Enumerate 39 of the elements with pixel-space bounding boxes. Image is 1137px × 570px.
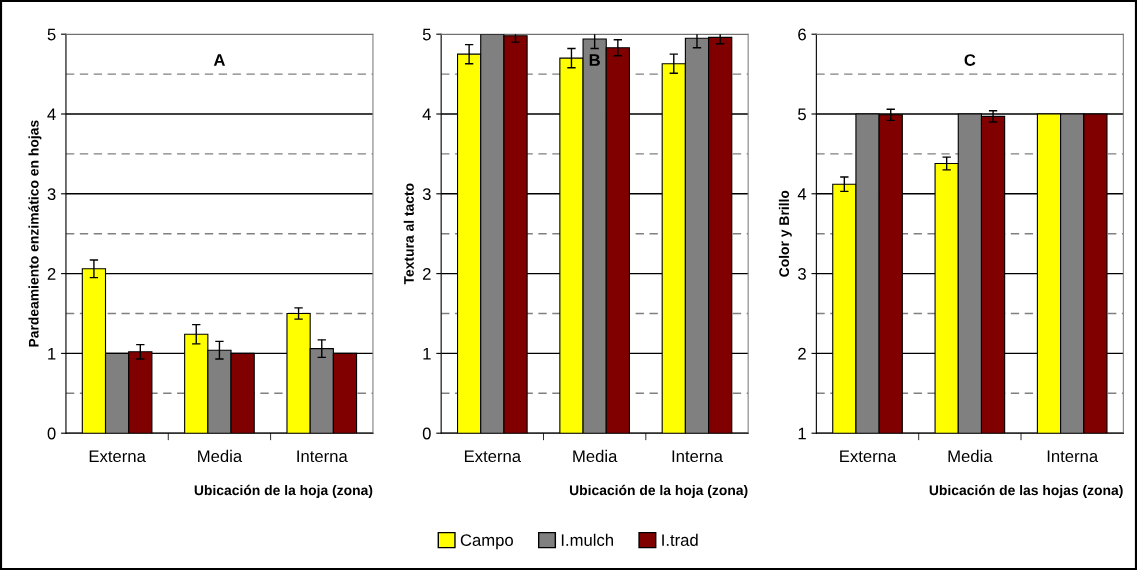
legend-label: I.trad xyxy=(662,533,698,547)
y-tick-label: 3 xyxy=(798,268,806,280)
y-tick-label: 5 xyxy=(422,28,431,41)
x-tick-label: Externa xyxy=(89,450,146,463)
legend-label: Campo xyxy=(460,534,513,550)
x-tick-label: Externa xyxy=(464,450,522,463)
y-tick-label: 6 xyxy=(798,28,806,41)
x-tick-label: Interna xyxy=(1047,450,1099,463)
x-tick-label: Interna xyxy=(672,450,723,463)
y-tick-label: 4 xyxy=(47,108,56,121)
y-tick-label: 5 xyxy=(47,28,56,41)
text: A xyxy=(213,54,226,66)
x-tick-label: Media xyxy=(198,449,243,463)
y-tick-label: 1 xyxy=(423,347,431,360)
x-axis-title: Ubicación de la hoja (zona) xyxy=(569,484,748,498)
y-axis-title: Color y Brillo xyxy=(778,190,792,277)
legend-label: I.mulch xyxy=(561,533,613,547)
y-tick-label: 0 xyxy=(422,427,431,440)
x-tick-label: Media xyxy=(573,449,618,463)
x-axis-title: Ubicación de las hojas (zona) xyxy=(929,484,1123,498)
y-tick-label: 5 xyxy=(798,108,806,121)
text: B xyxy=(589,54,600,66)
y-tick-label: 1 xyxy=(798,427,806,440)
y-tick-label: 2 xyxy=(798,347,806,360)
x-tick-label: Interna xyxy=(297,450,348,463)
text: C xyxy=(964,54,976,66)
y-tick-label: 0 xyxy=(47,427,56,440)
y-tick-label: 2 xyxy=(47,268,56,280)
y-tick-label: 4 xyxy=(797,188,807,200)
x-tick-label: Externa xyxy=(840,450,897,463)
y-axis-title: Textura al tacto xyxy=(403,183,414,285)
y-tick-label: 1 xyxy=(48,347,56,360)
y-axis-title: Pardeamiento enzimático en hojas xyxy=(28,120,42,347)
y-tick-label: 4 xyxy=(422,108,431,121)
y-tick-label: 3 xyxy=(47,188,56,200)
y-tick-label: 3 xyxy=(422,188,431,200)
y-tick-label: 2 xyxy=(423,268,431,280)
x-tick-label: Media xyxy=(948,449,993,463)
x-axis-title: Ubicación de la hoja (zona) xyxy=(194,484,373,498)
